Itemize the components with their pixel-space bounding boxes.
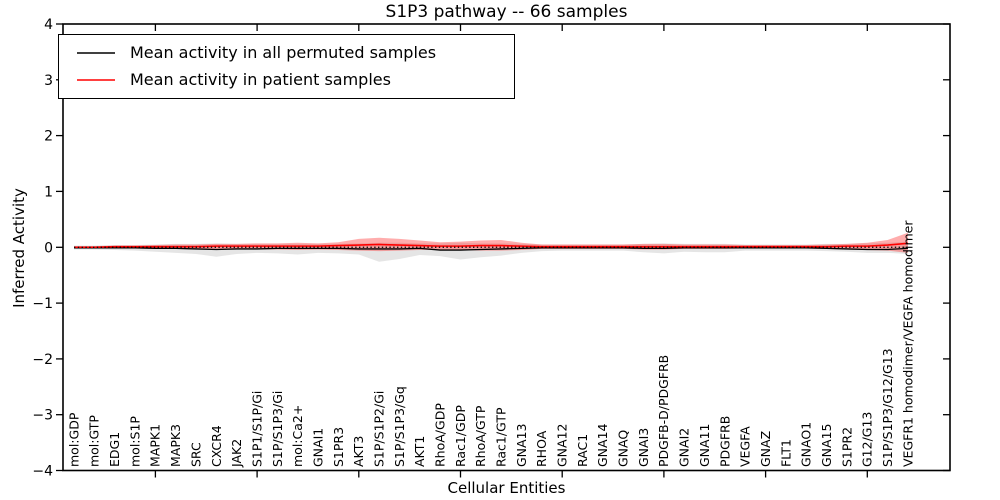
x-category-label: G12/G13 xyxy=(860,412,875,467)
legend-line-icon xyxy=(77,52,115,55)
x-category-label: S1P1/S1P/Gi xyxy=(249,391,264,467)
x-category-label: mol:GTP xyxy=(87,415,102,467)
x-category-label: RHOA xyxy=(534,430,549,467)
x-category-label: mol:S1P xyxy=(127,416,142,467)
x-category-label: S1PR2 xyxy=(839,427,854,467)
y-tick-label: 3 xyxy=(44,73,53,89)
y-tick-label: 0 xyxy=(44,240,53,256)
x-category-label: GNA15 xyxy=(819,424,834,468)
x-category-label: S1P/S1P3/G12/G13 xyxy=(880,348,895,467)
x-category-label: GNA11 xyxy=(697,424,712,468)
x-axis-label: Cellular Entities xyxy=(447,479,566,497)
x-category-label: GNAQ xyxy=(616,430,631,467)
x-category-label: RhoA/GDP xyxy=(432,403,447,467)
x-category-label: S1PR3 xyxy=(331,427,346,467)
x-category-label: MAPK1 xyxy=(148,424,163,467)
y-tick-label: −4 xyxy=(32,464,53,480)
y-tick-label: 1 xyxy=(44,184,53,200)
x-category-label: VEGFR1 homodimer/VEGFA homodimer xyxy=(900,220,915,467)
y-tick-label: 4 xyxy=(44,17,53,33)
x-category-label: GNA13 xyxy=(514,424,529,468)
x-category-label: GNAO1 xyxy=(799,422,814,467)
x-category-label: AKT3 xyxy=(351,436,366,467)
x-category-label: RAC1 xyxy=(575,434,590,467)
x-category-label: MAPK3 xyxy=(168,424,183,467)
x-category-label: PDGFRB xyxy=(717,416,732,467)
legend-patient-label: Mean activity in patient samples xyxy=(130,69,391,89)
x-category-label: CXCR4 xyxy=(209,425,224,467)
x-category-label: S1P/S1P3/Gq xyxy=(392,386,407,467)
y-tick-label: −1 xyxy=(32,296,53,312)
x-category-label: AKT1 xyxy=(412,436,427,467)
x-category-label: Rac1/GDP xyxy=(453,405,468,467)
x-category-label: VEGFA xyxy=(738,426,753,467)
legend: Mean activity in all permuted samples Me… xyxy=(58,34,515,99)
x-category-label: RhoA/GTP xyxy=(473,405,488,467)
chart-title: S1P3 pathway -- 66 samples xyxy=(385,2,628,22)
x-category-label: SRC xyxy=(188,442,203,467)
x-category-label: S1P/S1P2/Gi xyxy=(371,391,386,467)
x-category-label: GNA12 xyxy=(555,424,570,468)
permuted-mean-line xyxy=(74,247,908,251)
x-category-label: mol:Ca2+ xyxy=(290,405,305,467)
patient-mean-line xyxy=(74,242,908,249)
y-tick-label: 2 xyxy=(44,129,53,145)
x-category-label: GNAZ xyxy=(758,431,773,467)
x-category-label: PDGFB-D/PDGFRB xyxy=(656,355,671,467)
x-category-label: GNA14 xyxy=(595,423,610,467)
x-category-label: JAK2 xyxy=(229,439,244,468)
x-category-label: FLT1 xyxy=(778,439,793,467)
y-axis-label: Inferred Activity xyxy=(10,188,28,308)
x-category-label: mol:GDP xyxy=(66,412,81,467)
legend-line-icon xyxy=(77,78,115,81)
legend-entry-permuted: Mean activity in all permuted samples xyxy=(76,45,514,61)
x-category-label: EDG1 xyxy=(107,432,122,467)
y-tick-label: −2 xyxy=(32,352,53,368)
x-category-label: GNAI3 xyxy=(636,428,651,467)
x-category-label: Rac1/GTP xyxy=(494,407,509,467)
x-category-label: GNAI2 xyxy=(677,428,692,467)
x-category-label: S1P/S1P3/Gi xyxy=(270,391,285,467)
y-tick-label: −3 xyxy=(32,408,53,424)
x-category-label: GNAI1 xyxy=(310,428,325,467)
legend-entry-patient: Mean activity in patient samples xyxy=(76,69,514,89)
legend-permuted-label: Mean activity in all permuted samples xyxy=(130,43,437,63)
